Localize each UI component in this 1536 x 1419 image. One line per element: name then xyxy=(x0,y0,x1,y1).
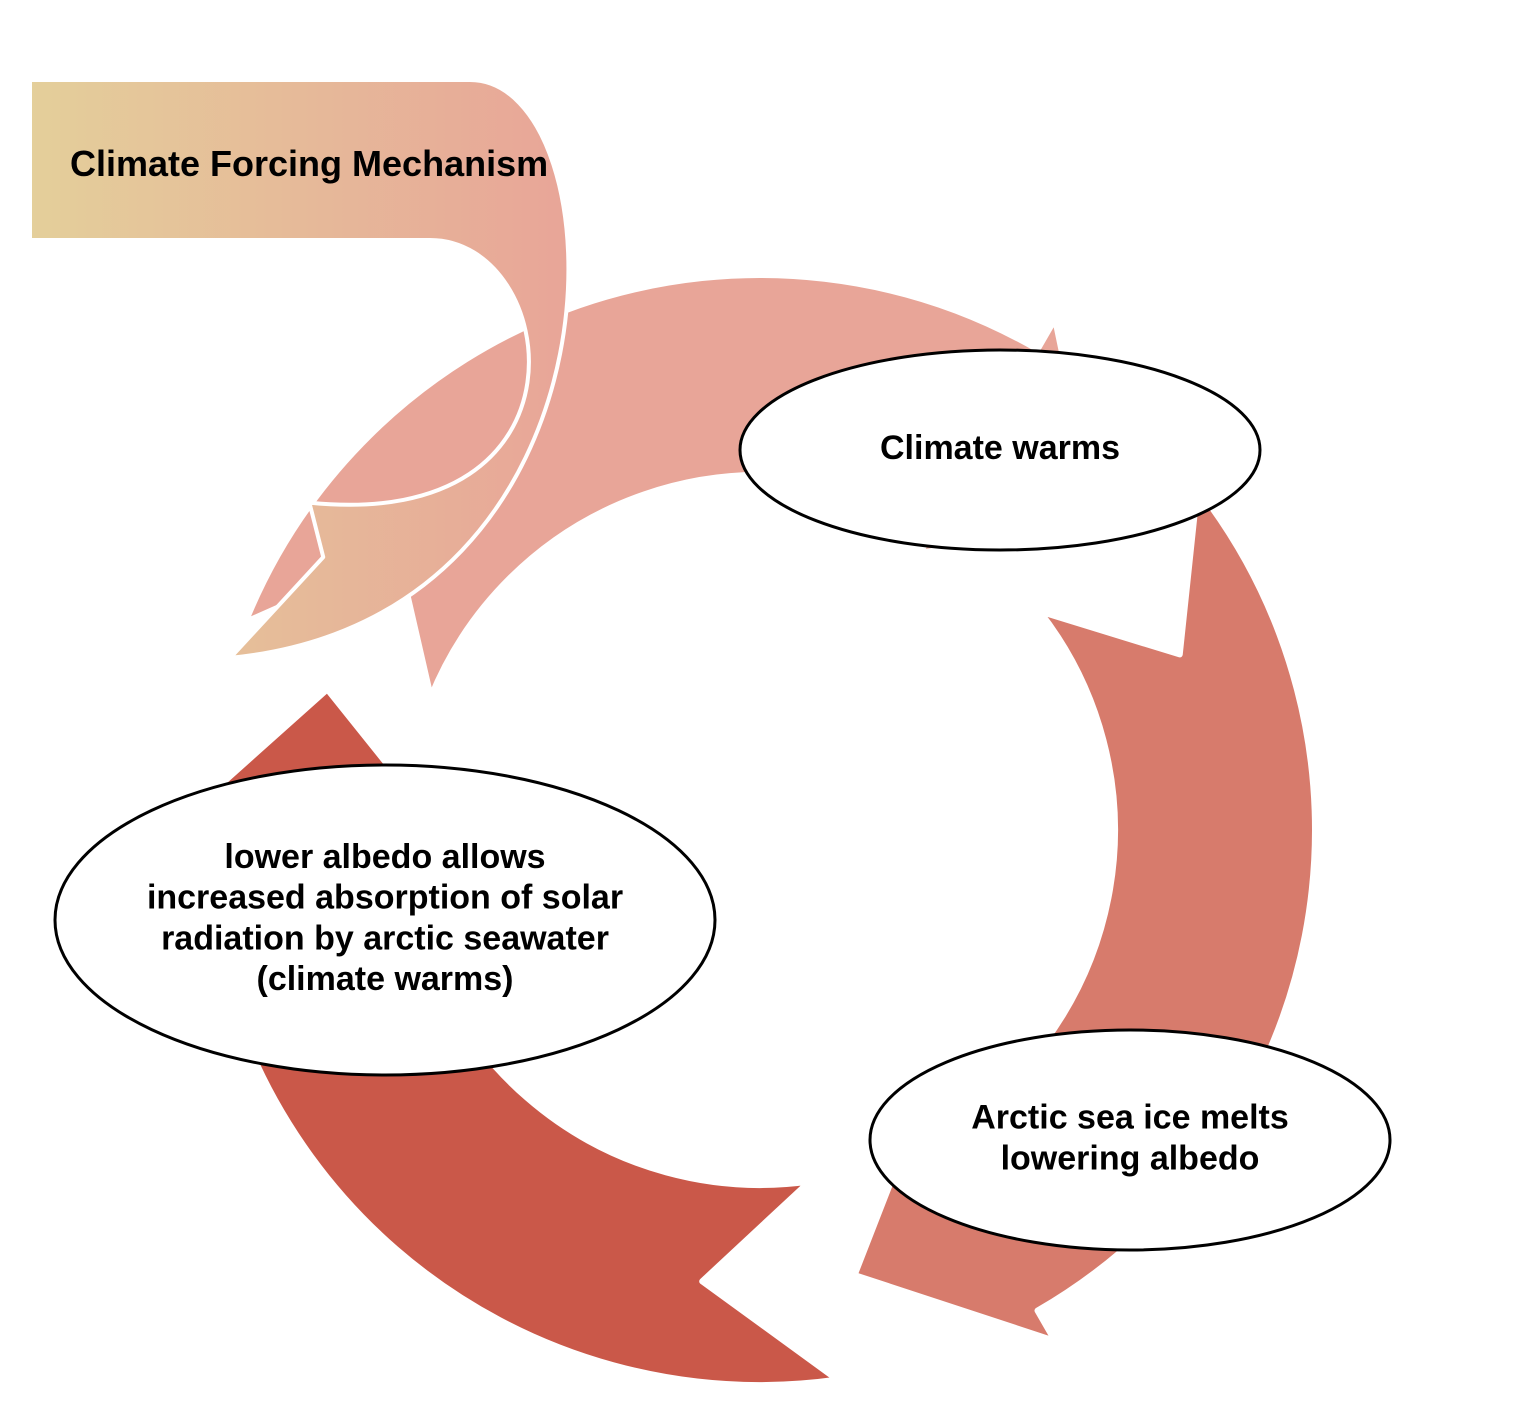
node-label-0: Climate warms xyxy=(880,429,1120,467)
input-arrow-label: Climate Forcing Mechanism xyxy=(70,143,548,184)
